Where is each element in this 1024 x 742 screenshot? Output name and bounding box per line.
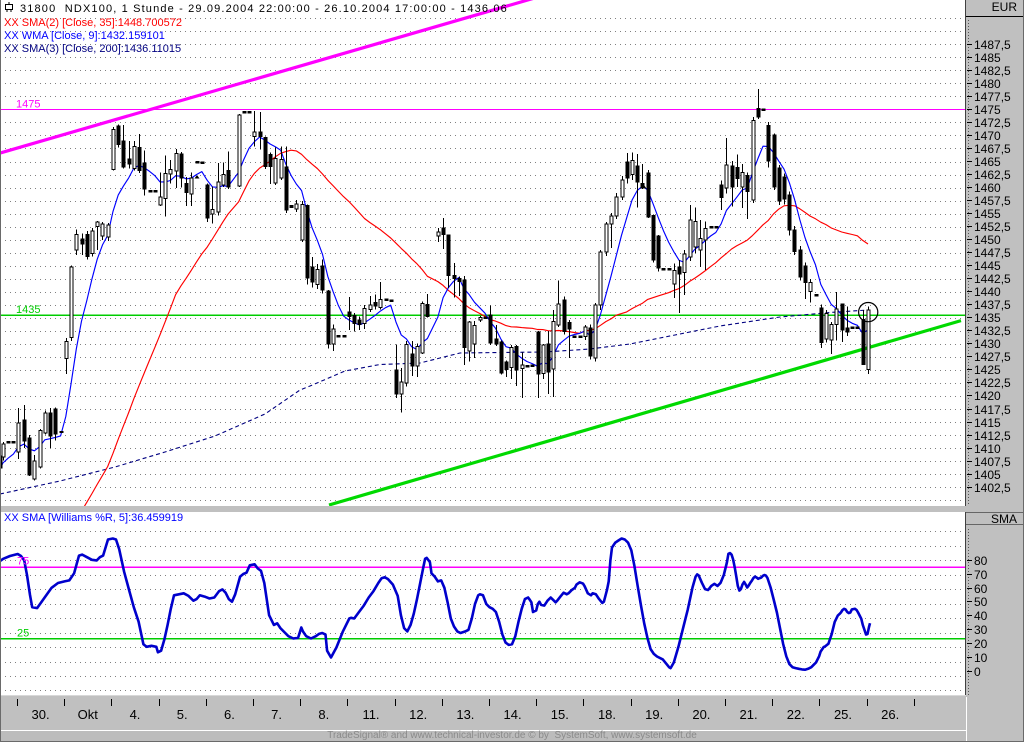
svg-text:1435: 1435 <box>16 304 40 316</box>
svg-text:75: 75 <box>17 556 29 568</box>
svg-text:1475: 1475 <box>16 99 40 111</box>
svg-text:25: 25 <box>17 628 29 640</box>
